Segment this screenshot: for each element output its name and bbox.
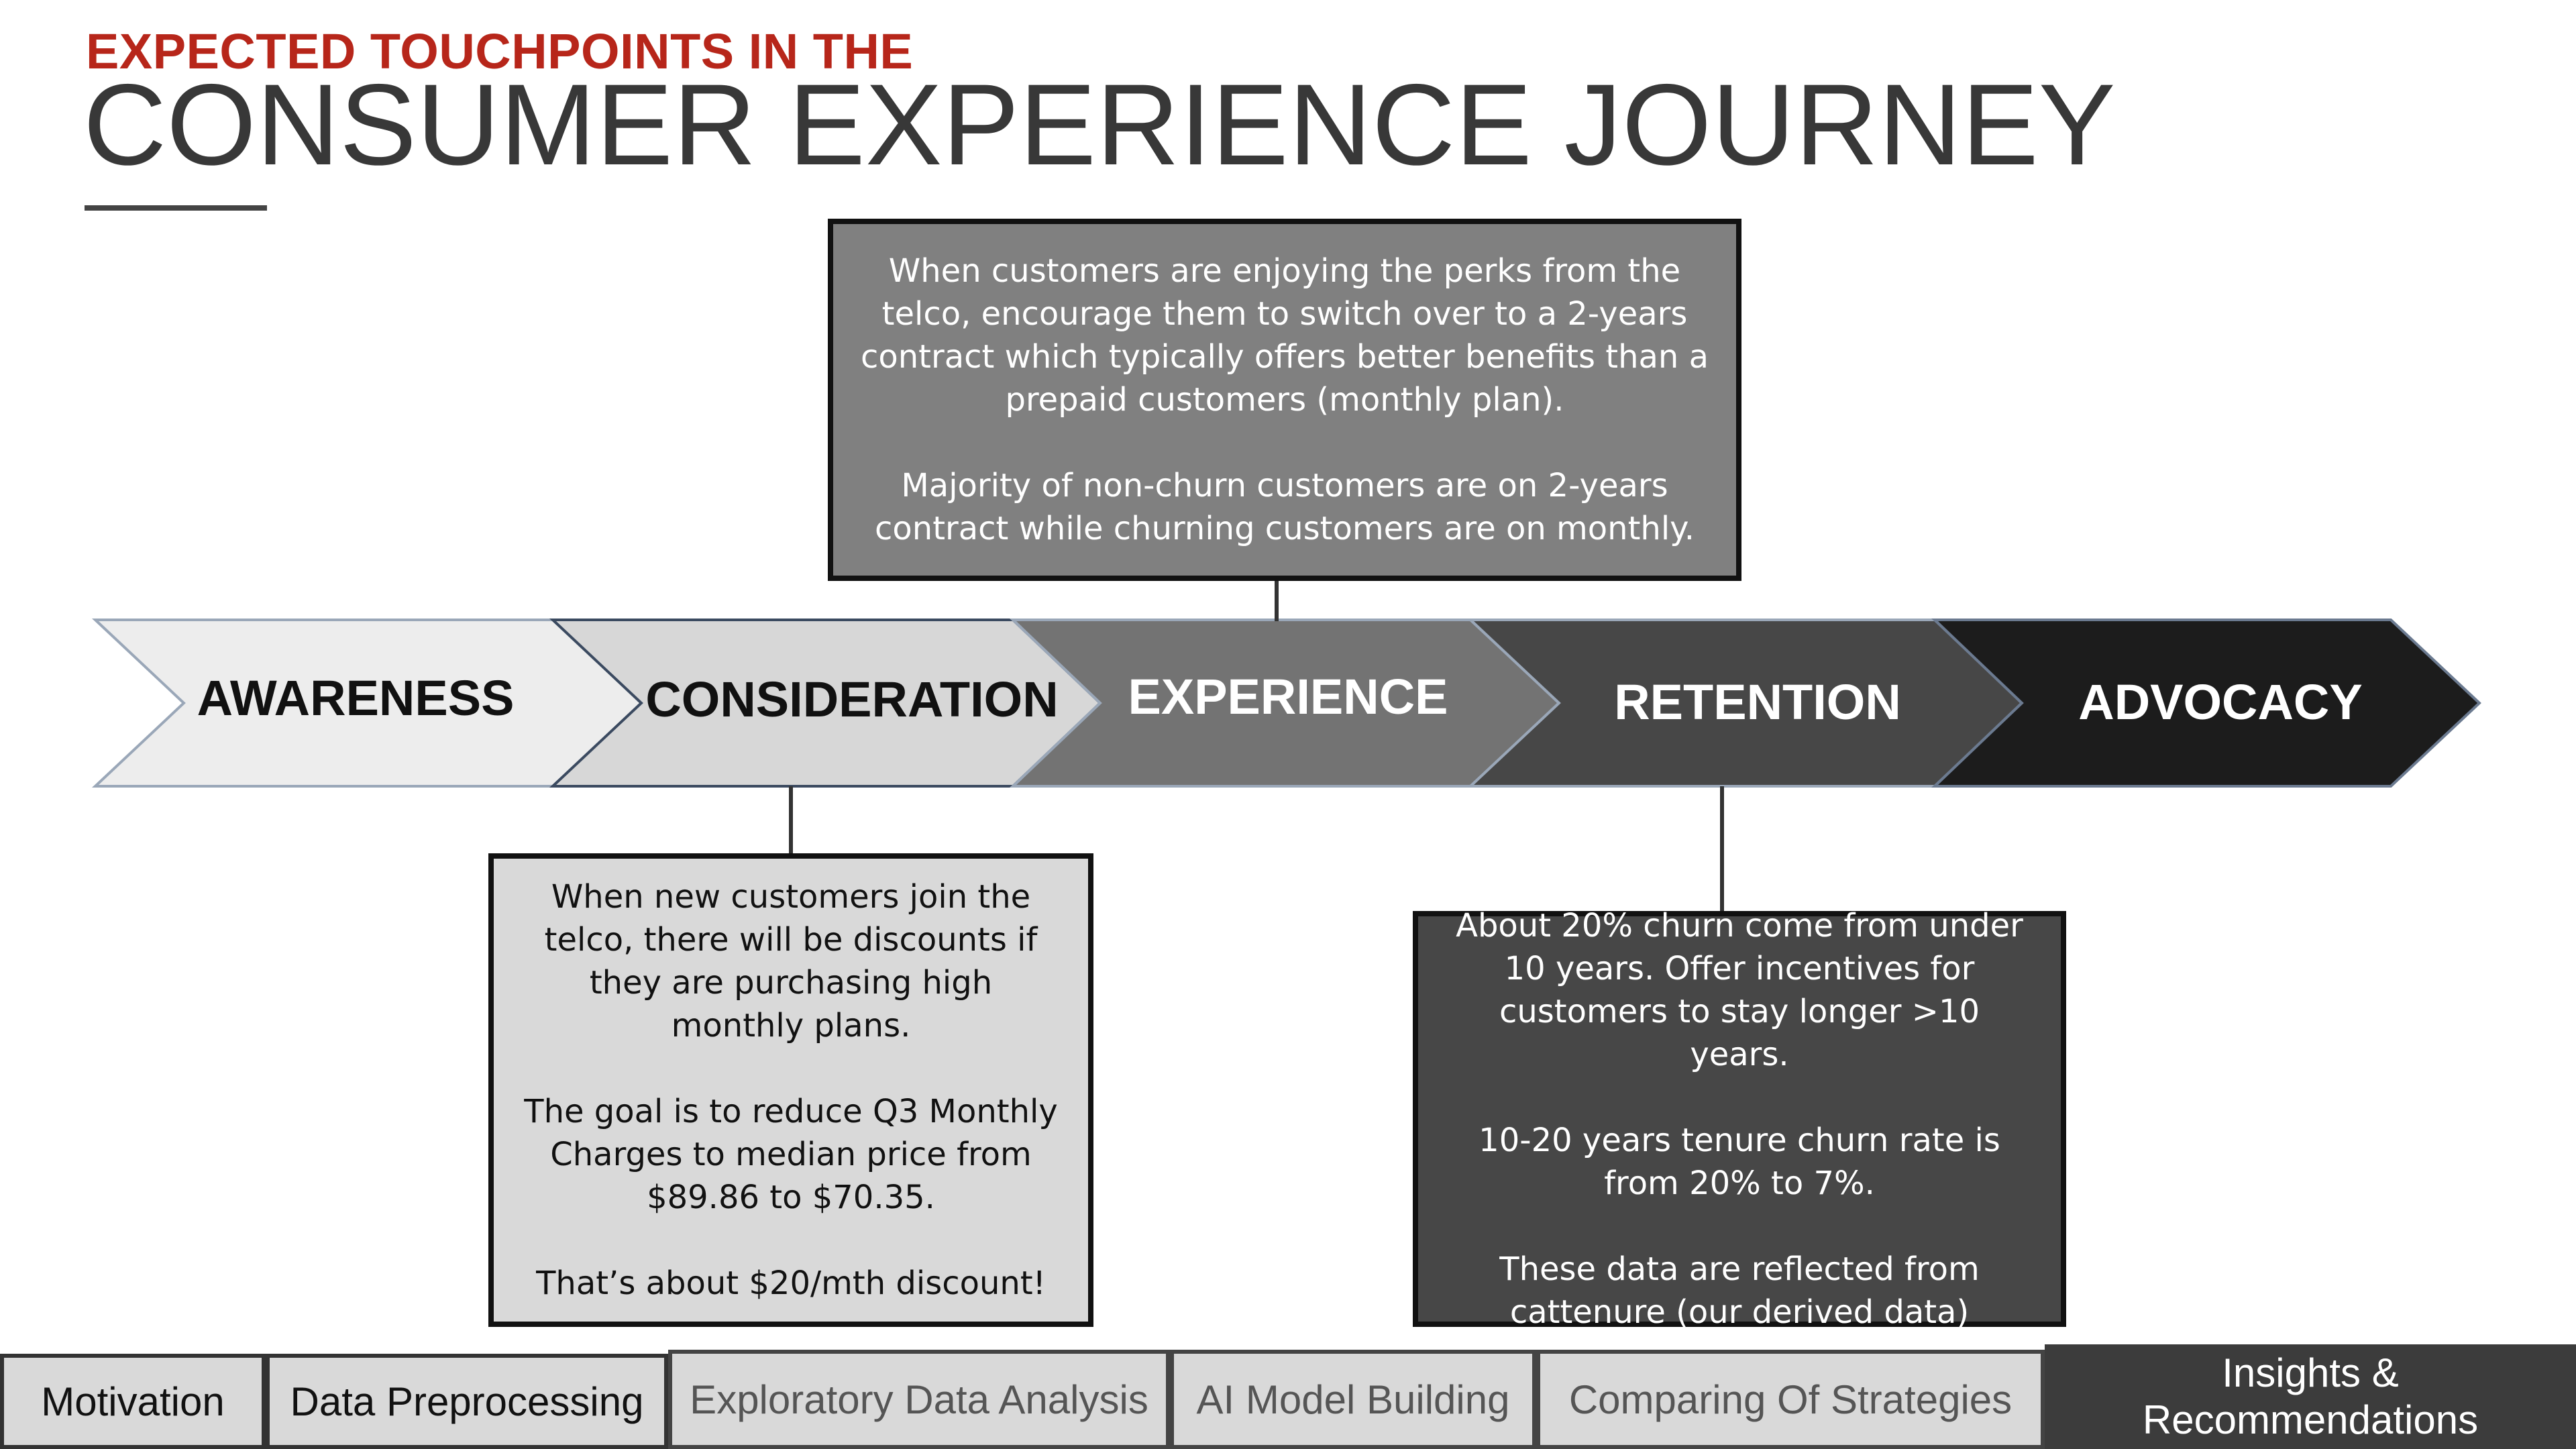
page-title: CONSUMER EXPERIENCE JOURNEY xyxy=(83,60,2116,189)
stage-label-advocacy: ADVOCACY xyxy=(2078,674,2363,730)
nav-tab-data-preprocessing[interactable]: Data Preprocessing xyxy=(266,1354,668,1449)
nav-tab-ai-model-building[interactable]: AI Model Building xyxy=(1170,1350,1536,1449)
stage-label-retention: RETENTION xyxy=(1614,674,1901,730)
bottom-navigation: Motivation Data Preprocessing Explorator… xyxy=(0,1344,2576,1449)
nav-tab-insights-recommendations[interactable]: Insights & Recommendations xyxy=(2045,1344,2576,1449)
nav-tab-comparing-of-strategies[interactable]: Comparing Of Strategies xyxy=(1536,1350,2045,1449)
retention-note: About 20% churn come from under 10 years… xyxy=(1413,907,2066,1331)
title-underline xyxy=(85,205,267,211)
stage-label-experience: EXPERIENCE xyxy=(1128,668,1448,724)
nav-tab-motivation[interactable]: Motivation xyxy=(0,1354,266,1449)
stage-label-awareness: AWARENESS xyxy=(197,669,515,726)
connector-retention xyxy=(1720,786,1724,914)
consideration-note: When new customers join the telco, there… xyxy=(488,853,1093,1327)
chevron-advocacy xyxy=(1931,619,2481,788)
nav-tab-exploratory-data-analysis[interactable]: Exploratory Data Analysis xyxy=(668,1350,1170,1449)
experience-note: When customers are enjoying the perks fr… xyxy=(828,219,1741,581)
connector-consideration xyxy=(789,786,793,856)
connector-experience xyxy=(1275,580,1279,621)
subtitle: EXPECTED TOUCHPOINTS IN THE xyxy=(86,23,914,79)
stage-label-consideration: CONSIDERATION xyxy=(645,671,1059,727)
